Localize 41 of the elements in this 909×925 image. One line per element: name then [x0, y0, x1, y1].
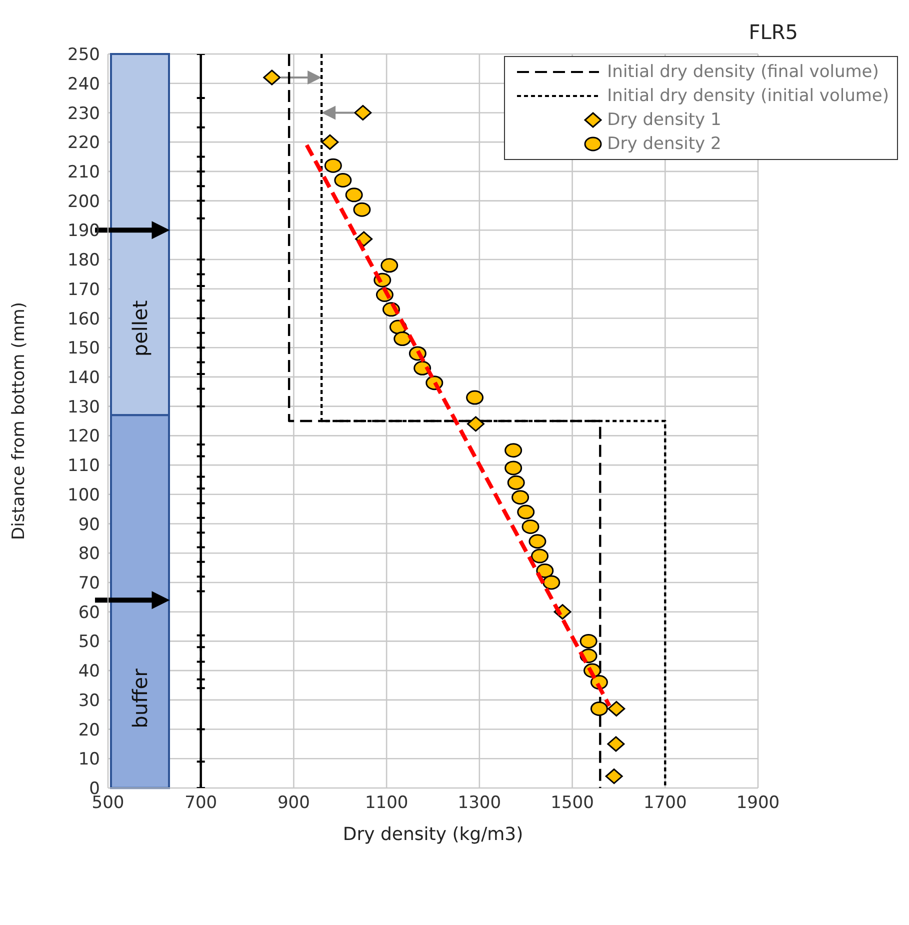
x-tick-label: 1900: [736, 793, 780, 814]
y-axis-title: Distance from bottom (mm): [9, 302, 30, 540]
legend-label: Initial dry density (final volume): [607, 62, 879, 82]
y-tick-label: 50: [78, 632, 100, 652]
y-tick-label: 180: [68, 250, 100, 271]
x-tick-label: 1300: [458, 793, 502, 814]
y-tick-label: 80: [78, 544, 100, 564]
band-label: buffer: [128, 668, 152, 728]
y-tick-label: 230: [68, 104, 100, 124]
y-tick-label: 70: [78, 574, 100, 594]
y-tick-label: 240: [68, 74, 100, 94]
y-tick-label: 190: [68, 221, 100, 242]
x-tick-label: 700: [184, 793, 218, 814]
band-label: pellet: [128, 300, 152, 357]
y-tick-label: 10: [78, 750, 100, 770]
y-tick-label: 250: [68, 45, 100, 66]
y-tick-label: 130: [68, 397, 100, 418]
y-tick-label: 120: [68, 426, 100, 447]
chart-title: FLR5: [748, 20, 798, 44]
legend-label: Initial dry density (initial volume): [607, 86, 889, 106]
x-tick-label: 900: [277, 793, 310, 814]
y-tick-label: 30: [78, 690, 100, 711]
y-tick-label: 20: [78, 720, 100, 740]
y-tick-label: 140: [68, 368, 100, 388]
legend-label: Dry density 2: [607, 134, 722, 154]
legend-label: Dry density 1: [607, 110, 722, 130]
y-tick-label: 150: [68, 338, 100, 359]
x-tick-label: 1700: [644, 793, 687, 814]
x-tick-label: 1500: [550, 793, 594, 814]
y-tick-label: 210: [68, 162, 100, 182]
y-tick-label: 170: [68, 280, 100, 300]
y-tick-label: 110: [68, 456, 100, 476]
y-tick-label: 220: [68, 133, 100, 154]
y-tick-label: 100: [68, 485, 100, 506]
y-tick-label: 90: [78, 514, 100, 535]
y-tick-label: 200: [68, 192, 100, 212]
y-tick-label: 60: [78, 602, 100, 623]
x-axis-title: Dry density (kg/m3): [342, 824, 524, 845]
x-tick-label: 1100: [364, 793, 408, 814]
y-tick-label: 40: [78, 662, 100, 682]
y-tick-label: 160: [68, 309, 100, 330]
